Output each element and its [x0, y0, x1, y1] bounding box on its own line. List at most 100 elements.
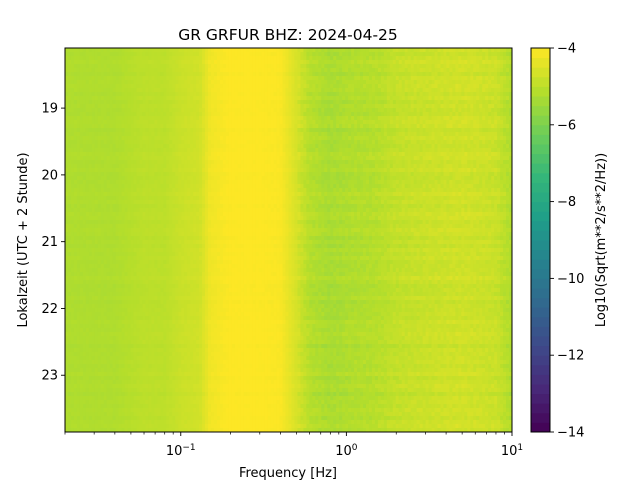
heatmap-cell: [199, 112, 203, 117]
heatmap-cell: [240, 88, 245, 93]
heatmap-cell: [392, 124, 397, 129]
heatmap-cell: [139, 92, 144, 97]
heatmap-cell: [419, 132, 424, 137]
heatmap-cell: [276, 80, 281, 85]
heatmap-cell: [243, 56, 248, 61]
heatmap-cell: [416, 88, 421, 93]
heatmap-cell: [91, 96, 96, 101]
heatmap-cell: [133, 128, 138, 133]
heatmap-cell: [100, 132, 105, 137]
heatmap-cell: [449, 80, 453, 85]
heatmap-cell: [121, 80, 126, 85]
heatmap-cell: [455, 112, 459, 117]
heatmap-cell: [231, 88, 236, 93]
heatmap-cell: [425, 88, 430, 93]
heatmap-cell: [339, 52, 343, 57]
heatmap-cell: [440, 48, 445, 53]
heatmap-cell: [258, 76, 263, 81]
heatmap-cell: [458, 72, 462, 77]
heatmap-cell: [410, 104, 415, 109]
heatmap-cell: [297, 136, 302, 141]
heatmap-cell: [243, 120, 248, 125]
heatmap-cell: [488, 104, 492, 109]
heatmap-cell: [291, 64, 296, 69]
heatmap-cell: [401, 104, 406, 109]
heatmap-cell: [91, 72, 96, 77]
heatmap-cell: [374, 100, 379, 105]
heatmap-cell: [380, 48, 385, 53]
heatmap-cell: [401, 112, 406, 117]
heatmap-cell: [279, 108, 284, 113]
heatmap-cell: [458, 108, 462, 113]
heatmap-cell: [428, 124, 433, 129]
heatmap-cell: [422, 76, 427, 81]
heatmap-cell: [354, 128, 358, 133]
heatmap-cell: [437, 104, 442, 109]
heatmap-cell: [365, 132, 370, 137]
heatmap-cell: [461, 84, 465, 89]
heatmap-cell: [497, 116, 501, 121]
heatmap-cell: [109, 116, 114, 121]
heatmap-cell: [67, 84, 72, 89]
heatmap-cell: [94, 120, 99, 125]
heatmap-cell: [467, 92, 471, 97]
heatmap-cell: [479, 84, 483, 89]
heatmap-cell: [368, 100, 373, 105]
heatmap-cell: [267, 60, 272, 65]
heatmap-cell: [216, 92, 221, 97]
heatmap-cell: [413, 116, 418, 121]
heatmap-cell: [234, 112, 239, 117]
heatmap-cell: [336, 124, 340, 129]
heatmap-cell: [333, 116, 337, 121]
heatmap-cell: [318, 132, 322, 137]
heatmap-cell: [509, 68, 512, 73]
heatmap-cell: [222, 112, 227, 117]
heatmap-cell: [160, 128, 164, 133]
heatmap-cell: [154, 104, 158, 109]
heatmap-cell: [145, 136, 150, 141]
heatmap-cell: [443, 72, 448, 77]
heatmap-cell: [342, 72, 346, 77]
heatmap-cell: [196, 56, 200, 61]
heatmap-cell: [202, 52, 206, 57]
heatmap-cell: [377, 92, 382, 97]
heatmap-cell: [401, 72, 406, 77]
heatmap-cell: [470, 116, 474, 121]
heatmap-cell: [234, 72, 239, 77]
heatmap-cell: [422, 132, 427, 137]
heatmap-cell: [380, 132, 385, 137]
heatmap-cell: [330, 128, 334, 133]
heatmap-cell: [324, 68, 328, 73]
heatmap-cell: [139, 60, 144, 65]
heatmap-cell: [85, 112, 90, 117]
heatmap-cell: [276, 128, 281, 133]
heatmap-cell: [321, 72, 325, 77]
heatmap-cell: [199, 96, 203, 101]
heatmap-cell: [103, 56, 108, 61]
heatmap-cell: [491, 84, 495, 89]
heatmap-cell: [476, 108, 480, 113]
heatmap-cell: [211, 88, 215, 93]
heatmap-cell: [377, 52, 382, 57]
heatmap-cell: [509, 132, 512, 137]
heatmap-cell: [264, 128, 269, 133]
heatmap-cell: [178, 64, 182, 69]
heatmap-cell: [202, 116, 206, 121]
heatmap-cell: [82, 76, 87, 81]
heatmap-cell: [365, 48, 370, 53]
heatmap-cell: [351, 92, 355, 97]
heatmap-cell: [285, 56, 290, 61]
heatmap-cell: [196, 136, 200, 141]
heatmap-cell: [65, 136, 69, 141]
heatmap-cell: [145, 76, 150, 81]
heatmap-cell: [163, 92, 167, 97]
heatmap-cell: [139, 136, 144, 141]
heatmap-cell: [473, 104, 477, 109]
heatmap-cell: [354, 52, 358, 57]
heatmap-cell: [371, 116, 376, 121]
heatmap-cell: [133, 72, 138, 77]
heatmap-cell: [225, 96, 230, 101]
heatmap-cell: [368, 80, 373, 85]
heatmap-cell: [309, 116, 313, 121]
heatmap-cell: [294, 112, 299, 117]
